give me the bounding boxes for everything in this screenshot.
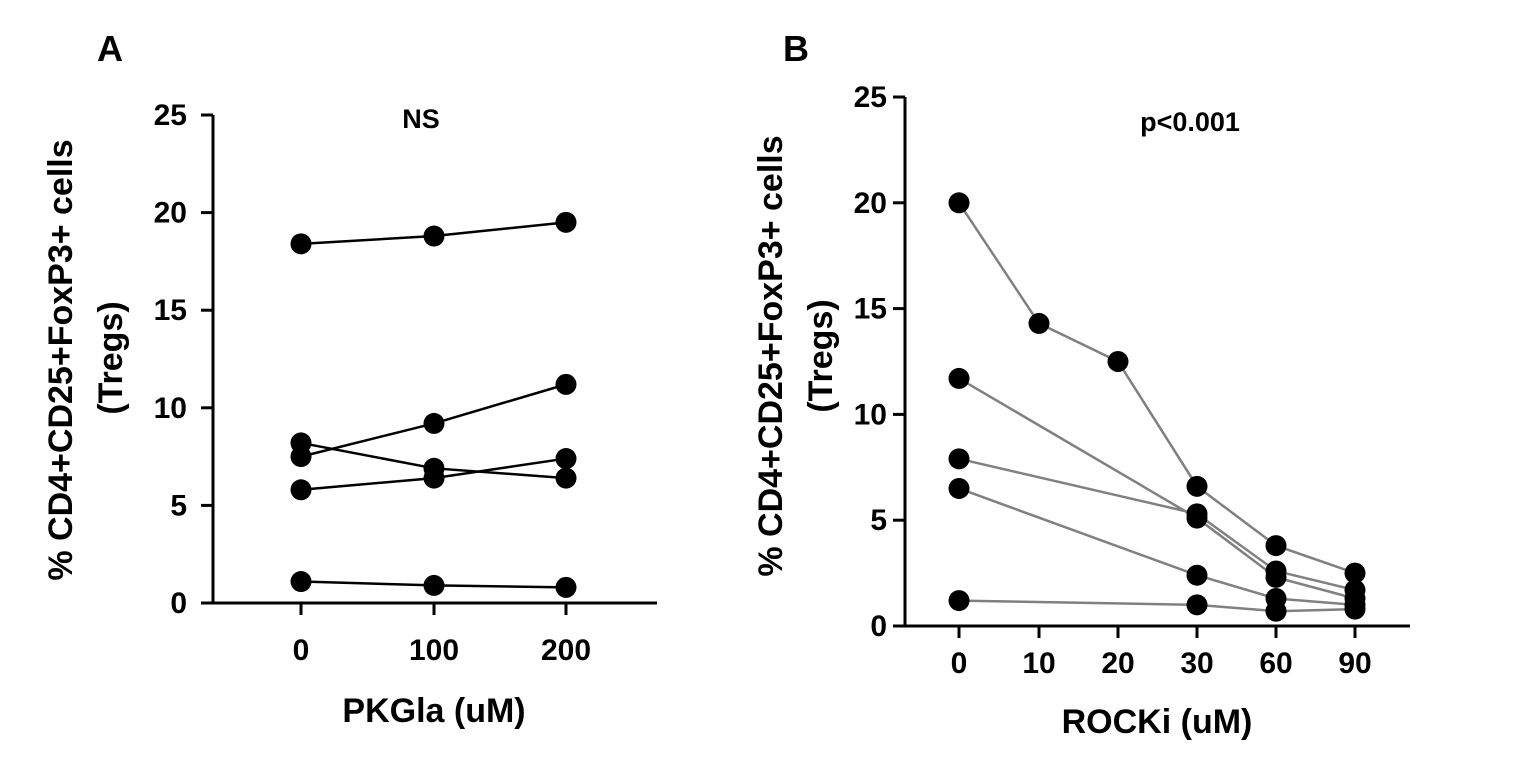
panel-b-data-point <box>1344 579 1366 601</box>
panel-b-significance-label: p<0.001 <box>1140 107 1240 137</box>
panel-b-y-tick-label: 20 <box>854 187 887 220</box>
panel-b-data-point <box>948 477 970 499</box>
panel-a-data-point <box>290 432 312 454</box>
panel-b-x-tick-label: 60 <box>1259 647 1292 680</box>
panel-a-letter: A <box>97 28 123 69</box>
panel-a-data-point <box>423 574 445 596</box>
panel-b-series-line <box>958 487 1356 607</box>
panel-b-x-tick-label: 10 <box>1022 647 1055 680</box>
panel-a-y-tick-label: 20 <box>154 197 187 230</box>
panel-a-data-point <box>423 467 445 489</box>
panel-b-data-point <box>948 448 970 470</box>
panel-a-data-point <box>555 211 577 233</box>
panel-a-y-tick-label: 15 <box>154 294 187 327</box>
panel-b-data-point <box>1265 560 1287 582</box>
panel-b-data-point <box>1186 475 1208 497</box>
panel-b: B p<0.001 ROCKi (uM) % CD4+CD25+FoxP3+ c… <box>752 28 1410 741</box>
panel-b-data-point <box>1265 535 1287 557</box>
panel-b-series-line <box>957 202 1356 575</box>
panel-a-x-tick-label: 100 <box>409 634 459 667</box>
panel-b-data-point <box>948 192 970 214</box>
panel-b-series-line <box>958 377 1356 600</box>
panel-b-y-axis-title-line2: (Tregs) <box>802 299 840 412</box>
panel-b-y-tick-label: 15 <box>854 293 887 326</box>
panel-b-data-point <box>1028 312 1050 334</box>
panel-b-x-axis-title: ROCKi (uM) <box>1062 703 1253 741</box>
panel-a-x-tick-label: 200 <box>541 634 591 667</box>
panel-a-data-point <box>555 576 577 598</box>
panel-a-data-point <box>290 571 312 593</box>
panel-b-plot-area: 0 5 10 15 20 25 0 10 20 30 60 90 <box>854 81 1410 680</box>
panel-b-data-point <box>1186 503 1208 525</box>
panel-b-data-point <box>1265 600 1287 622</box>
panel-b-series-line <box>958 457 1356 592</box>
panel-b-data-point <box>948 590 970 612</box>
panel-b-y-tick-label: 25 <box>854 81 887 114</box>
panel-b-data-point <box>948 367 970 389</box>
panel-b-x-tick-label: 0 <box>951 647 968 680</box>
panel-a-data-point <box>290 479 312 501</box>
panel-a-y-axis-title-line2: (Tregs) <box>92 301 130 414</box>
panel-a: A NS PKGla (uM) % CD4+CD25+FoxP3+ cells … <box>42 28 657 730</box>
panel-a-data-point <box>555 448 577 470</box>
panel-b-data-point <box>1107 351 1129 372</box>
panel-b-data-point <box>1186 594 1208 616</box>
panel-a-y-tick-label: 5 <box>170 489 187 522</box>
panel-b-x-tick-label: 90 <box>1338 647 1371 680</box>
panel-a-y-axis-title-line1: % CD4+CD25+FoxP3+ cells <box>42 139 80 580</box>
panel-a-x-tick-label: 0 <box>293 634 310 667</box>
panel-b-x-tick-label: 30 <box>1180 647 1213 680</box>
panel-a-x-axis-title: PKGla (uM) <box>342 692 525 730</box>
panel-b-letter: B <box>783 28 809 69</box>
panel-a-data-point <box>555 373 577 395</box>
panel-a-plot-area: 0 5 10 15 20 25 0 100 200 <box>154 99 657 667</box>
panel-a-y-tick-label: 25 <box>154 99 187 132</box>
panel-b-data-point <box>1344 562 1366 584</box>
panel-b-x-tick-label: 20 <box>1101 647 1134 680</box>
panel-b-y-axis-title-line1: % CD4+CD25+FoxP3+ cells <box>752 135 790 576</box>
panel-a-data-point <box>423 225 445 247</box>
panel-a-data-point <box>290 233 312 255</box>
panel-a-significance-label: NS <box>402 104 440 134</box>
panel-a-y-tick-label: 10 <box>154 392 187 425</box>
panel-a-y-tick-label: 0 <box>170 587 187 620</box>
panel-b-y-tick-label: 10 <box>854 398 887 431</box>
panel-b-series-line <box>958 599 1356 613</box>
panel-a-data-point <box>423 412 445 434</box>
panel-a-data-point <box>555 467 577 489</box>
panel-b-y-tick-label: 0 <box>870 610 887 643</box>
panel-b-y-tick-label: 5 <box>870 504 887 537</box>
panel-b-data-point <box>1344 598 1366 620</box>
panel-b-data-point <box>1186 564 1208 586</box>
